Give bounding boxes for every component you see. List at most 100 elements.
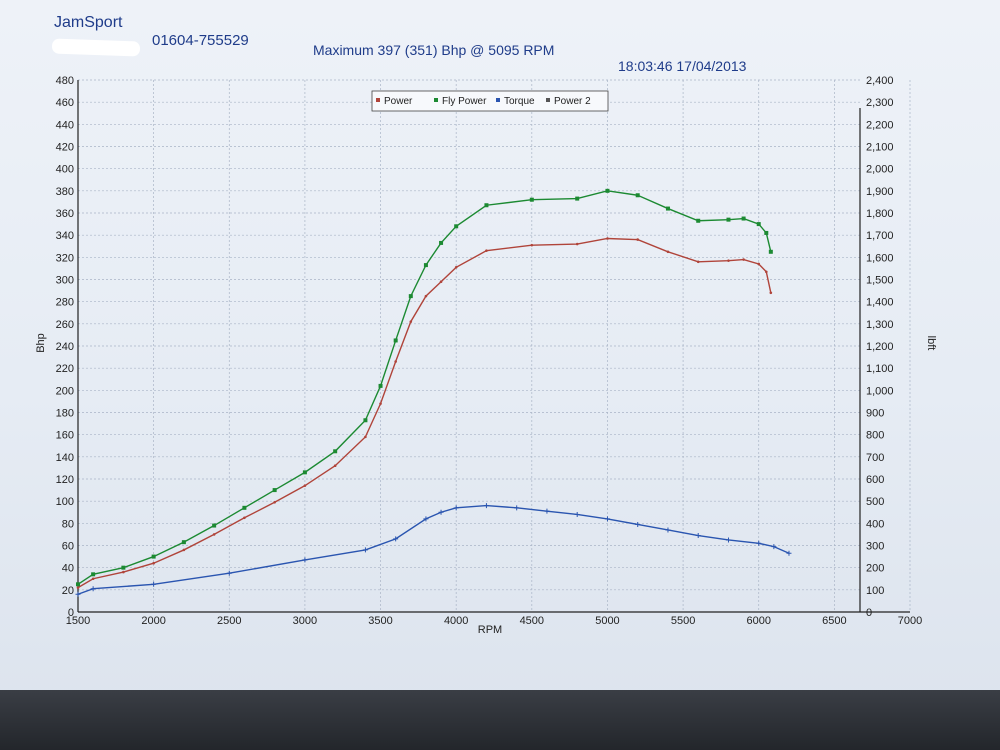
data-point-torque (725, 537, 731, 543)
data-point-torque (423, 516, 429, 522)
y-tick-label: 400 (56, 164, 74, 176)
data-point-fly_power (121, 565, 126, 570)
data-point-torque (544, 508, 550, 514)
y2-tick-label: 1,800 (866, 208, 894, 220)
data-point-fly_power (635, 193, 640, 198)
data-point-power (764, 270, 768, 274)
data-point-fly_power (242, 505, 247, 510)
brand-name: JamSport (54, 14, 123, 31)
data-point-power (769, 291, 773, 295)
data-point-power (485, 249, 488, 252)
data-point-torque (771, 544, 777, 550)
data-point-fly_power (665, 206, 670, 211)
data-point-fly_power (408, 294, 413, 299)
data-point-torque (302, 557, 308, 563)
y2-tick-label: 1,100 (866, 363, 894, 375)
y-tick-label: 340 (56, 230, 74, 242)
data-point-fly_power (212, 523, 217, 528)
data-point-fly_power (484, 203, 489, 208)
y2-tick-label: 100 (866, 585, 884, 597)
y-tick-label: 420 (56, 142, 74, 154)
data-point-power (439, 280, 443, 284)
y2-tick-label: 200 (866, 563, 884, 575)
y2-tick-label: 600 (866, 474, 884, 486)
y-tick-label: 380 (56, 186, 74, 198)
y2-tick-label: 900 (866, 408, 884, 420)
y2-tick-label: 1,000 (866, 385, 894, 397)
y-tick-label: 0 (68, 607, 74, 619)
y2-tick-label: 700 (866, 452, 884, 464)
x-tick-label: 2500 (217, 615, 241, 627)
legend-marker-torque (496, 98, 500, 102)
x-tick-label: 4500 (520, 615, 544, 627)
y-tick-label: 240 (56, 341, 74, 353)
legend-item-fly_power: Fly Power (442, 96, 487, 107)
tick-labels: 1500 2000 2500 3000 3500 4000 4500 5000 5500 6000… (56, 75, 923, 627)
desk-surface (0, 690, 1000, 750)
y-tick-label: 280 (56, 297, 74, 309)
data-point-torque (604, 516, 610, 522)
legend-item-torque: Torque (504, 96, 535, 107)
x-tick-label: 3000 (293, 615, 317, 627)
y2-tick-label: 2,200 (866, 119, 894, 131)
data-point-fly_power (302, 470, 307, 475)
data-point-power (575, 242, 579, 246)
legend-marker-power (376, 98, 380, 102)
data-point-power (742, 258, 745, 261)
y2-tick-label: 300 (866, 541, 884, 553)
y-tick-label: 120 (56, 474, 74, 486)
y2-tick-label: 2,400 (866, 75, 894, 87)
data-point-fly_power (423, 263, 428, 268)
data-point-torque (786, 550, 792, 556)
legend-marker-power2 (546, 98, 550, 102)
data-point-power (76, 586, 80, 589)
data-point-fly_power (181, 540, 186, 545)
y2-tick-label: 1,700 (866, 230, 894, 242)
y-tick-label: 220 (56, 363, 74, 375)
x-tick-label: 7000 (898, 615, 922, 627)
x-tick-label: 4000 (444, 615, 468, 627)
data-point-fly_power (726, 217, 731, 222)
data-point-torque (226, 570, 232, 576)
data-point-power (409, 320, 413, 323)
y-tick-label: 440 (56, 119, 74, 131)
y2-tick-label: 1,200 (866, 341, 894, 353)
y-tick-label: 360 (56, 208, 74, 220)
y-tick-label: 140 (56, 452, 74, 464)
y-tick-label: 320 (56, 252, 74, 264)
data-point-power (394, 360, 397, 363)
y2-tick-label: 500 (866, 496, 884, 508)
y2-tick-label: 1,900 (866, 186, 894, 198)
x-tick-label: 5000 (595, 615, 619, 627)
data-point-power (424, 294, 428, 298)
legend-marker-fly_power (434, 98, 438, 102)
data-point-power (212, 533, 216, 536)
y-tick-label: 40 (62, 563, 74, 575)
data-point-fly_power (529, 197, 534, 202)
y2-tick-label: 1,500 (866, 275, 894, 287)
data-point-fly_power (696, 218, 701, 223)
y-tick-label: 200 (56, 385, 74, 397)
y-tick-label: 60 (62, 541, 74, 553)
x-tick-label: 6500 (822, 615, 846, 627)
data-point-fly_power (741, 216, 746, 221)
data-point-power (122, 570, 125, 574)
data-point-torque (483, 503, 489, 509)
data-point-fly_power (454, 224, 459, 229)
y-tick-label: 160 (56, 430, 74, 442)
data-point-power (152, 561, 155, 565)
data-point-power (454, 266, 458, 269)
x-tick-label: 6000 (746, 615, 770, 627)
data-point-fly_power (393, 338, 398, 343)
data-point-fly_power (756, 222, 761, 227)
y-tick-label: 100 (56, 496, 74, 508)
legend-item-power: Power (384, 96, 413, 107)
data-point-torque (574, 511, 580, 517)
data-point-fly_power (91, 572, 96, 577)
data-point-torque (362, 547, 368, 553)
data-point-power (666, 250, 670, 254)
x-tick-label: 1500 (66, 615, 90, 627)
series-line-torque (77, 504, 790, 595)
data-point-power (606, 237, 609, 240)
data-point-fly_power (439, 240, 444, 245)
